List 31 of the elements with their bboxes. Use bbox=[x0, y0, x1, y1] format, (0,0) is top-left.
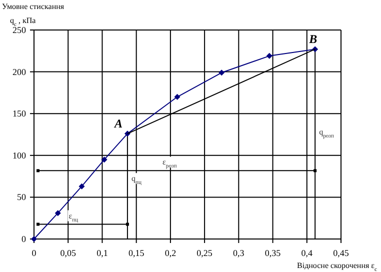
x-tick-label: 0,4 bbox=[301, 248, 314, 258]
x-tick-label: 0,2 bbox=[164, 248, 176, 258]
point bbox=[78, 183, 85, 190]
y-tick-label: 100 bbox=[12, 150, 26, 160]
x-tick-label: 0,3 bbox=[233, 248, 245, 258]
x-tick-label: 0,15 bbox=[128, 248, 145, 258]
annotation: A bbox=[113, 116, 122, 131]
y-tick-label: 0 bbox=[22, 234, 26, 244]
x-tick-label: 0,45 bbox=[333, 248, 350, 258]
annotation: ε$_{пц}$ bbox=[68, 211, 78, 224]
point bbox=[266, 52, 272, 59]
x-tick-label: 0,25 bbox=[196, 248, 213, 258]
annotation: q$_{пц}$ bbox=[131, 174, 142, 186]
y-axis-title: Умовне стискання q$_{c}$ , кПа bbox=[2, 2, 64, 28]
y-tick-label: 200 bbox=[12, 66, 26, 77]
y-tick-label: 50 bbox=[17, 192, 26, 202]
x-tick-label: 0,05 bbox=[60, 248, 76, 258]
point bbox=[174, 94, 180, 100]
x-tick-label: 0,1 bbox=[96, 248, 108, 258]
x-axis-title: Відносне скорочення ε$_{c}$ bbox=[297, 261, 378, 272]
annotation: B bbox=[308, 32, 318, 46]
point bbox=[54, 210, 61, 216]
annotation: ε$_{розп}$ bbox=[162, 158, 177, 170]
point bbox=[31, 236, 37, 242]
x-tick-label: 0,35 bbox=[264, 248, 282, 258]
y-tick-label: 150 bbox=[12, 108, 26, 119]
point bbox=[101, 156, 108, 163]
point bbox=[218, 70, 225, 76]
x-tick-label: 0 bbox=[32, 248, 37, 258]
y-tick-label: 250 bbox=[12, 25, 26, 35]
annotation: q$_{розп}$ bbox=[319, 128, 334, 140]
